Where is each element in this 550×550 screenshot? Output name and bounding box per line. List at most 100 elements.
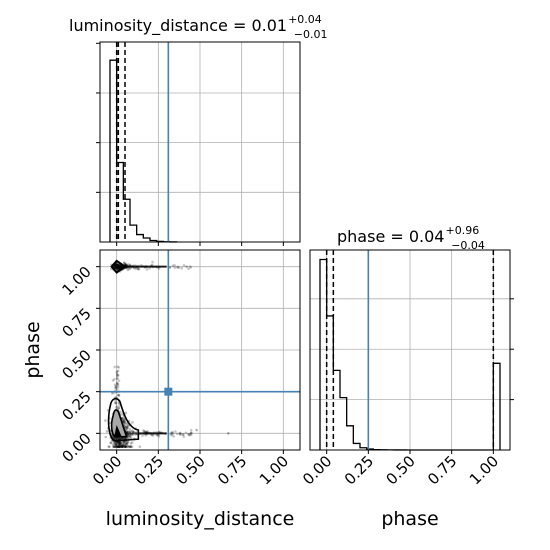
scatter-point bbox=[118, 445, 122, 448]
scatter-point bbox=[115, 377, 119, 380]
scatter-point bbox=[123, 262, 127, 266]
scatter-point bbox=[122, 418, 125, 422]
scatter-point bbox=[116, 445, 120, 448]
scatter-point bbox=[116, 266, 120, 269]
scatter-point bbox=[176, 265, 180, 269]
scatter-point bbox=[125, 442, 129, 446]
y-tick-label-2: 0.50 bbox=[58, 346, 94, 382]
scatter-point bbox=[135, 432, 138, 435]
scatter-point bbox=[115, 267, 118, 270]
scatter-point bbox=[117, 445, 121, 448]
scatter-point bbox=[122, 420, 126, 424]
scatter-point bbox=[123, 419, 126, 422]
scatter-point bbox=[136, 267, 140, 271]
scatter-point bbox=[117, 443, 121, 447]
scatter-point bbox=[118, 442, 121, 445]
scatter-point bbox=[111, 392, 114, 395]
scatter-point bbox=[128, 434, 131, 438]
x-tick-label-4: 1.00 bbox=[256, 452, 292, 488]
scatter-point bbox=[115, 381, 119, 384]
scatter-point bbox=[113, 377, 116, 381]
x-tick-label-4: 1.00 bbox=[466, 452, 502, 488]
scatter-point bbox=[115, 264, 119, 267]
scatter-point bbox=[117, 445, 121, 448]
scatter-point bbox=[125, 426, 129, 430]
scatter-point bbox=[115, 370, 119, 373]
scatter-point bbox=[117, 264, 121, 268]
scatter-point bbox=[114, 445, 118, 448]
scatter-point bbox=[129, 445, 132, 448]
scatter-point bbox=[181, 433, 185, 436]
y-tick-label-1: 0.25 bbox=[58, 388, 94, 424]
scatter-point bbox=[114, 401, 118, 404]
scatter-point bbox=[116, 387, 119, 391]
scatter-point bbox=[114, 264, 118, 267]
scatter-point bbox=[123, 443, 127, 447]
scatter-point bbox=[115, 265, 119, 269]
scatter-point bbox=[114, 385, 118, 389]
scatter-point bbox=[116, 442, 120, 445]
luminosity-distance-title-sup: +0.04 bbox=[288, 13, 322, 26]
scatter-point bbox=[124, 445, 127, 448]
scatter-point bbox=[113, 383, 117, 387]
scatter-point bbox=[145, 268, 149, 271]
scatter-point bbox=[117, 393, 120, 397]
scatter-point bbox=[129, 430, 132, 434]
scatter-point bbox=[116, 393, 120, 397]
scatter-point bbox=[125, 425, 128, 428]
scatter-point bbox=[122, 440, 126, 444]
scatter-point bbox=[114, 266, 117, 270]
scatter-point bbox=[117, 445, 121, 448]
scatter-point bbox=[126, 268, 130, 272]
y-tick-label-3: 0.75 bbox=[58, 304, 94, 340]
scatter-point bbox=[116, 445, 120, 448]
scatter-point bbox=[122, 443, 126, 446]
scatter-point bbox=[128, 432, 132, 435]
x-tick-label-1: 0.25 bbox=[341, 452, 377, 488]
scatter-point bbox=[127, 445, 131, 448]
scatter-point bbox=[124, 445, 127, 448]
scatter-point bbox=[184, 431, 188, 435]
scatter-point bbox=[121, 443, 124, 446]
scatter-point bbox=[130, 429, 134, 432]
scatter-point bbox=[181, 433, 185, 436]
scatter-point bbox=[117, 442, 120, 445]
scatter-point bbox=[114, 442, 117, 446]
scatter-point bbox=[117, 437, 121, 440]
x-tick-label-2: 0.50 bbox=[382, 452, 418, 488]
scatter-point bbox=[121, 417, 124, 420]
scatter-point bbox=[117, 442, 121, 446]
scatter-point bbox=[179, 432, 183, 436]
scatter-point bbox=[130, 432, 134, 436]
contour-outer bbox=[107, 397, 140, 442]
scatter-point bbox=[195, 428, 198, 432]
scatter-point bbox=[131, 431, 135, 435]
scatter-point bbox=[175, 432, 179, 436]
scatter-point bbox=[120, 445, 124, 448]
scatter-point bbox=[172, 435, 175, 438]
scatter-point bbox=[114, 443, 118, 447]
scatter-point bbox=[116, 445, 120, 448]
scatter-point bbox=[119, 442, 122, 446]
scatter-point bbox=[114, 402, 118, 405]
scatter-point bbox=[116, 266, 119, 270]
x-tick-label-0: 0.00 bbox=[89, 452, 125, 488]
scatter-point bbox=[115, 371, 119, 374]
scatter-point bbox=[132, 431, 135, 434]
scatter-point bbox=[178, 431, 182, 435]
scatter-point bbox=[114, 443, 118, 447]
scatter-point bbox=[130, 445, 134, 448]
scatter-panel: 0.000.000.250.250.500.500.750.751.001.00 bbox=[58, 249, 301, 488]
scatter-point bbox=[132, 431, 135, 434]
scatter-point bbox=[116, 383, 120, 386]
histogram-bar-0 bbox=[320, 260, 327, 450]
scatter-point bbox=[151, 260, 154, 264]
x-axis-label-luminosity-distance: luminosity_distance bbox=[106, 508, 295, 530]
scatter-point bbox=[115, 437, 119, 440]
scatter-point bbox=[187, 433, 190, 436]
scatter-point bbox=[169, 431, 173, 435]
histogram-bar-5 bbox=[353, 443, 360, 450]
scatter-point bbox=[113, 401, 117, 404]
scatter-point bbox=[151, 434, 155, 437]
scatter-point bbox=[127, 424, 130, 427]
